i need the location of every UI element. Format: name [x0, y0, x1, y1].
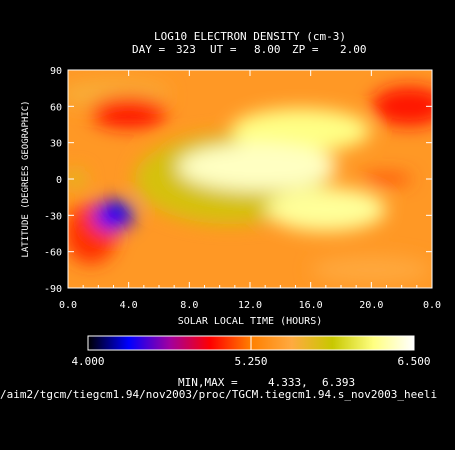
- ut-label: UT =: [210, 43, 237, 56]
- heat-north-low-right: [371, 86, 432, 127]
- colorbar-mid-label: 5.250: [234, 355, 267, 368]
- y-tick-label: -30: [44, 211, 62, 222]
- zp-label: ZP =: [292, 43, 319, 56]
- x-tick-label: 16.0: [299, 300, 323, 311]
- y-axis: 90 60 30 0 -30 -60 -90: [44, 66, 432, 295]
- heatmap-field: [68, 70, 432, 288]
- min-value: 4.333,: [268, 376, 308, 389]
- y-tick-label: 60: [50, 102, 62, 113]
- heat-equatorial-crest: [177, 142, 338, 191]
- source-path: /aim2/tgcm/tiegcm1.94/nov2003/proc/TGCM.…: [0, 388, 437, 401]
- x-tick-label: 12.0: [238, 300, 262, 311]
- y-tick-label: 30: [50, 139, 62, 150]
- zp-value: 2.00: [340, 43, 367, 56]
- y-axis-label: LATITUDE (DEGREES GEOGRAPHIC): [21, 100, 31, 257]
- minmax-readout: MIN,MAX = 4.333, 6.393: [178, 376, 355, 389]
- heat-dawn-green-spot: [68, 170, 86, 188]
- minmax-label: MIN,MAX =: [178, 376, 238, 389]
- y-tick-label: 90: [50, 66, 62, 77]
- x-axis: 0.0 4.0 8.0 12.0 16.0 20.0 0.0: [59, 70, 441, 311]
- x-axis-label: SOLAR LOCAL TIME (HOURS): [178, 316, 323, 327]
- y-tick-label: -60: [44, 248, 62, 259]
- chart-title: LOG10 ELECTRON DENSITY (cm-3): [154, 30, 346, 43]
- day-value: 323: [176, 43, 196, 56]
- y-tick-label: 0: [56, 175, 62, 186]
- heat-south-depletion: [93, 200, 134, 231]
- heat-crest-north-lobe: [230, 108, 371, 153]
- y-tick-label: -90: [44, 284, 62, 295]
- day-label: DAY =: [132, 43, 165, 56]
- ut-value: 8.00: [254, 43, 281, 56]
- heat-evening-red-tongue: [360, 174, 413, 184]
- heat-south-polar-high: [311, 255, 432, 284]
- colorbar-max-label: 6.500: [397, 355, 430, 368]
- colorbar-min-label: 4.000: [71, 355, 104, 368]
- max-value: 6.393: [322, 376, 355, 389]
- heat-crest-south-lobe: [265, 187, 386, 232]
- x-tick-label: 20.0: [359, 300, 383, 311]
- x-tick-label: 0.0: [59, 300, 77, 311]
- x-tick-label: 0.0: [423, 300, 441, 311]
- heat-north-low-left: [90, 96, 167, 129]
- chart-subtitle: DAY = 323 UT = 8.00 ZP = 2.00: [132, 43, 367, 56]
- x-tick-label: 4.0: [120, 300, 138, 311]
- x-tick-label: 8.0: [180, 300, 198, 311]
